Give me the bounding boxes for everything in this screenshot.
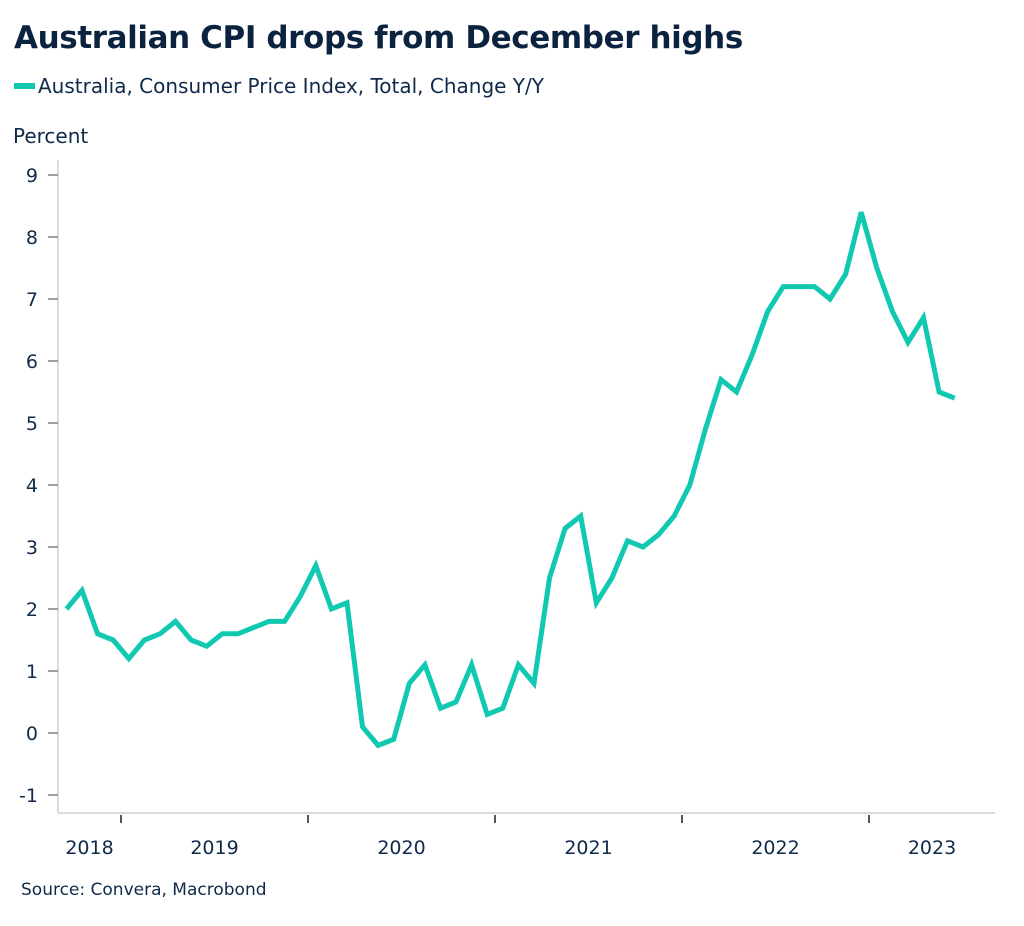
legend-label: Australia, Consumer Price Index, Total, … [38,74,544,98]
y-tick-label: 1 [26,661,38,683]
x-ticks: 2018 2019 2020 2021 2022 2023 [65,815,956,859]
x-tick-label: 2023 [908,837,956,859]
y-tick-label: -1 [19,785,38,807]
source-note: Source: Convera, Macrobond [21,880,267,900]
y-tick-label: 7 [26,289,38,311]
x-tick-label: 2020 [377,837,425,859]
x-tick-label: 2018 [65,837,113,859]
series-layer [64,211,956,749]
legend: Australia, Consumer Price Index, Total, … [14,74,544,98]
y-tick-label: 5 [26,413,38,435]
legend-swatch [14,83,35,89]
axes [57,160,995,814]
x-tick-label: 2019 [190,837,238,859]
series-line [64,211,956,749]
x-tick-label: 2021 [564,837,612,859]
y-tick-label: 3 [26,537,38,559]
y-tick-label: 2 [26,599,38,621]
y-tick-label: 8 [26,227,38,249]
y-tick-label: 0 [26,723,38,745]
y-tick-label: 9 [26,165,38,187]
y-ticks: -1 0 1 2 3 4 5 6 7 8 9 [19,165,58,807]
y-axis-label: Percent [13,124,89,148]
x-tick-label: 2022 [751,837,799,859]
y-tick-label: 6 [26,351,38,373]
y-tick-label: 4 [26,475,38,497]
chart-title: Australian CPI drops from December highs [14,20,743,56]
